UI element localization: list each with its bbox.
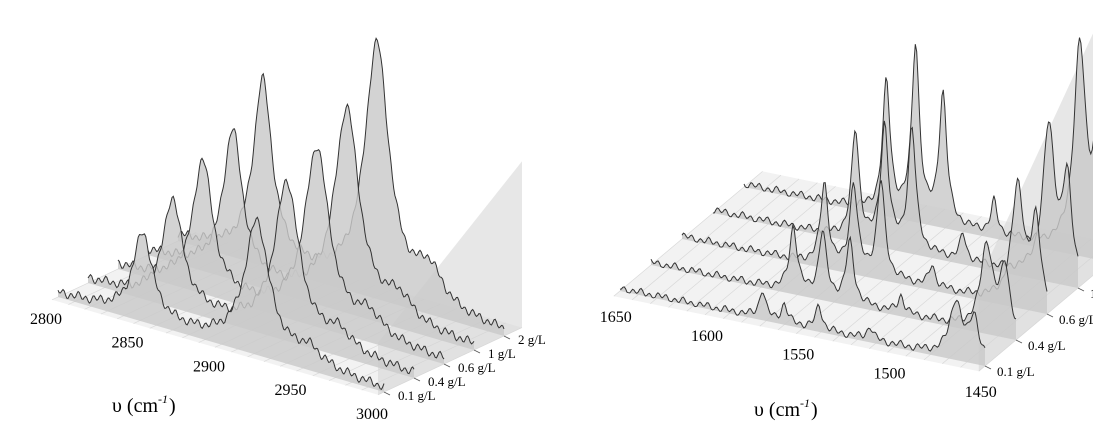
right-depth-label-01gL: 0.1 g/L xyxy=(997,364,1035,379)
left-depth-labels: 0.1 g/L0.4 g/L0.6 g/L1 g/L2 g/L xyxy=(383,332,546,403)
right-floor-gridline xyxy=(631,174,782,301)
right-depth-tick xyxy=(984,365,992,370)
left-series-fill-1gL xyxy=(148,104,474,350)
right-floor-gridline xyxy=(704,189,855,316)
left-depth-tick xyxy=(383,391,391,396)
right-x-tick-1600: 1600 xyxy=(691,328,723,345)
right-x-tick-1650: 1650 xyxy=(600,309,632,326)
left-depth-tick xyxy=(503,335,511,340)
right-x-tick-1500: 1500 xyxy=(874,365,906,382)
right-depth-tick xyxy=(1077,287,1085,292)
left-series-line-01gL xyxy=(57,216,385,391)
left-x-tick-2950: 2950 xyxy=(275,382,307,399)
left-depth-label-04gL: 0.4 g/L xyxy=(428,374,466,389)
right-depth-tick xyxy=(1046,313,1054,318)
right-depth-label-1gL: 1 g/L xyxy=(1090,286,1093,301)
right-floor-gridline xyxy=(613,171,763,297)
left-waterfall-chart: 2800 2850 2900 2950 3000 0.1 g/L0.4 g/L0.6 g… xyxy=(30,37,546,423)
right-series-line-01gL xyxy=(619,286,986,352)
left-x-tick-3000: 3000 xyxy=(356,406,388,423)
left-series-fill-06gL xyxy=(118,149,444,364)
right-x-tick-1450: 1450 xyxy=(965,384,997,401)
right-x-tick-labels: 1650 1600 1550 1500 1450 xyxy=(600,309,997,401)
right-floor-gridline xyxy=(686,186,836,312)
right-floor-gridline xyxy=(650,178,800,304)
left-x-tick-labels: 2800 2850 2900 2950 3000 xyxy=(30,311,388,423)
left-depth-tick xyxy=(413,377,421,382)
left-x-tick-2900: 2900 xyxy=(193,358,225,375)
left-x-tick-2800: 2800 xyxy=(30,311,62,328)
right-depth-label-06gL: 0.6 g/L xyxy=(1059,312,1093,327)
left-side-wall xyxy=(378,161,522,395)
right-series-fill-2gL xyxy=(744,37,1093,259)
left-series-fill-01gL xyxy=(58,217,384,392)
right-depth-tick xyxy=(1015,339,1023,344)
right-spectra xyxy=(619,37,1093,366)
left-depth-tick xyxy=(473,349,481,354)
left-depth-label-2gL: 2 g/L xyxy=(518,332,546,347)
right-x-axis-label: υ (cm-1) xyxy=(754,396,818,421)
left-x-axis-label: υ (cm-1) xyxy=(112,392,176,417)
right-depth-labels: 0.1 g/L0.4 g/L0.6 g/L1 g/L2 g/L xyxy=(984,286,1093,379)
left-depth-label-06gL: 0.6 g/L xyxy=(458,360,496,375)
right-x-tick-1550: 1550 xyxy=(782,347,814,364)
left-depth-label-01gL: 0.1 g/L xyxy=(398,388,436,403)
left-spectra xyxy=(57,37,505,392)
left-depth-tick xyxy=(443,363,451,368)
left-series-fill-04gL xyxy=(88,179,414,378)
right-depth-label-04gL: 0.4 g/L xyxy=(1028,338,1066,353)
left-depth-label-1gL: 1 g/L xyxy=(488,346,516,361)
right-series-fill-04gL xyxy=(651,225,1016,340)
left-x-tick-2850: 2850 xyxy=(112,335,144,352)
right-waterfall-chart: 1650 1600 1550 1500 1450 0.1 g/L 0.4 g/L 0.6 g… xyxy=(600,33,1093,421)
right-floor-gridline xyxy=(668,182,818,308)
